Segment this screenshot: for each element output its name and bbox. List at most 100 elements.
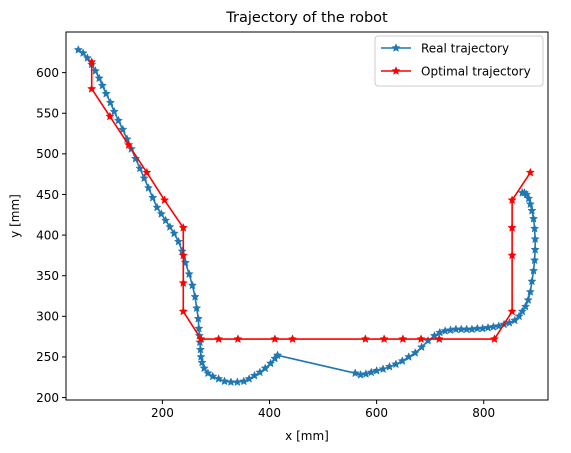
- series-line-1: [90, 62, 531, 340]
- series-0-point: [272, 350, 283, 360]
- series-0-point: [165, 222, 175, 231]
- series-0-point: [94, 73, 104, 83]
- series-0-point: [219, 376, 230, 386]
- series-0-point: [195, 344, 206, 354]
- series-0-point: [160, 215, 171, 225]
- y-tick-label: 350: [36, 269, 59, 283]
- series-1-point: [196, 334, 206, 343]
- y-axis-label: y [mm]: [8, 194, 22, 238]
- series-0-point: [196, 352, 206, 361]
- x-tick-label: 800: [472, 406, 495, 420]
- series-1-point: [434, 334, 444, 343]
- series-0-point: [528, 213, 539, 223]
- series-0-point: [199, 363, 209, 373]
- series-0-point: [530, 234, 540, 244]
- x-axis-label: x [mm]: [285, 429, 329, 443]
- series-0-point: [156, 209, 166, 218]
- series-1-point: [87, 84, 97, 93]
- series-1-point: [287, 334, 298, 343]
- series-0-point: [384, 361, 395, 371]
- series-1-point: [105, 111, 115, 121]
- y-tick-label: 300: [36, 310, 59, 324]
- y-tick-label: 500: [36, 147, 59, 161]
- series-1-point: [178, 222, 188, 232]
- plot-area: [66, 32, 548, 400]
- series-0-point: [520, 301, 531, 311]
- series-0-point: [378, 364, 388, 374]
- series-0-point: [525, 287, 535, 296]
- legend-label-1: Optimal trajectory: [421, 64, 531, 78]
- series-0-point: [517, 187, 527, 197]
- series-0-point: [193, 313, 203, 323]
- series-0-point: [372, 365, 382, 375]
- series-0-point: [527, 205, 537, 215]
- chart-title: Trajectory of the robot: [225, 10, 388, 26]
- series-layer: [73, 45, 540, 387]
- series-1-point: [233, 334, 243, 343]
- y-tick-label: 250: [36, 350, 59, 364]
- series-0-point: [173, 236, 184, 246]
- series-0-point: [82, 53, 93, 62]
- legend-label-0: Real trajectory: [421, 41, 509, 55]
- series-0-point: [397, 356, 407, 365]
- series-0-point: [350, 368, 360, 378]
- series-0-point: [192, 303, 202, 313]
- plot-frame: [65, 31, 549, 401]
- series-0-point: [169, 228, 179, 238]
- series-1-point: [507, 250, 517, 260]
- series-1-point: [178, 278, 188, 287]
- series-0-point: [203, 368, 213, 378]
- series-0-point: [530, 244, 540, 254]
- series-0-point: [530, 223, 540, 233]
- series-0-point: [73, 45, 83, 54]
- series-1-point: [416, 334, 426, 343]
- series-1-point: [379, 334, 389, 343]
- legend-marker-1: [391, 66, 401, 75]
- x-tick-label: 400: [258, 406, 281, 420]
- series-0-point: [525, 199, 535, 209]
- series-1-point: [489, 334, 500, 343]
- series-1-point: [214, 334, 224, 343]
- series-1-point: [124, 140, 134, 149]
- series-0-point: [517, 306, 527, 316]
- legend: Real trajectory Optimal trajectory: [374, 35, 544, 87]
- series-1-point: [360, 334, 370, 343]
- series-0-point: [109, 106, 119, 116]
- series-0-point: [391, 359, 401, 369]
- y-tick-label: 550: [36, 107, 59, 121]
- series-0-point: [152, 202, 162, 212]
- series-0-point: [118, 124, 128, 134]
- y-tick-label: 400: [36, 228, 59, 242]
- series-1-point: [507, 222, 517, 232]
- series-0-point: [265, 358, 276, 368]
- series-0-point: [514, 311, 524, 321]
- series-0-point: [523, 295, 533, 305]
- series-0-point: [410, 348, 420, 357]
- series-0-point: [404, 352, 414, 361]
- series-0-point: [143, 183, 154, 192]
- series-0-point: [101, 88, 111, 98]
- x-axis-ticks: 200 400 600 800: [151, 400, 495, 420]
- series-1-point: [398, 334, 408, 343]
- x-tick-label: 200: [151, 406, 174, 420]
- series-0-point: [78, 48, 88, 58]
- series-1-point: [525, 167, 535, 177]
- series-1-point: [142, 167, 152, 177]
- y-tick-label: 600: [36, 66, 59, 80]
- y-tick-label: 450: [36, 188, 59, 202]
- series-1-point: [87, 57, 97, 66]
- series-0-point: [416, 342, 427, 352]
- series-0-point: [113, 115, 124, 125]
- series-0-point: [131, 153, 141, 163]
- series-0-point: [148, 192, 158, 202]
- legend-frame: [374, 35, 544, 87]
- y-tick-label: 200: [36, 391, 59, 405]
- series-0-point: [527, 276, 537, 286]
- series-0-point: [139, 173, 149, 183]
- y-axis-ticks: 200 250 300 350 400 450 500 550 600: [36, 66, 66, 405]
- series-0-point: [528, 265, 539, 275]
- series-1-point: [159, 195, 170, 205]
- series-1-point: [178, 250, 188, 260]
- series-0-point: [184, 269, 194, 279]
